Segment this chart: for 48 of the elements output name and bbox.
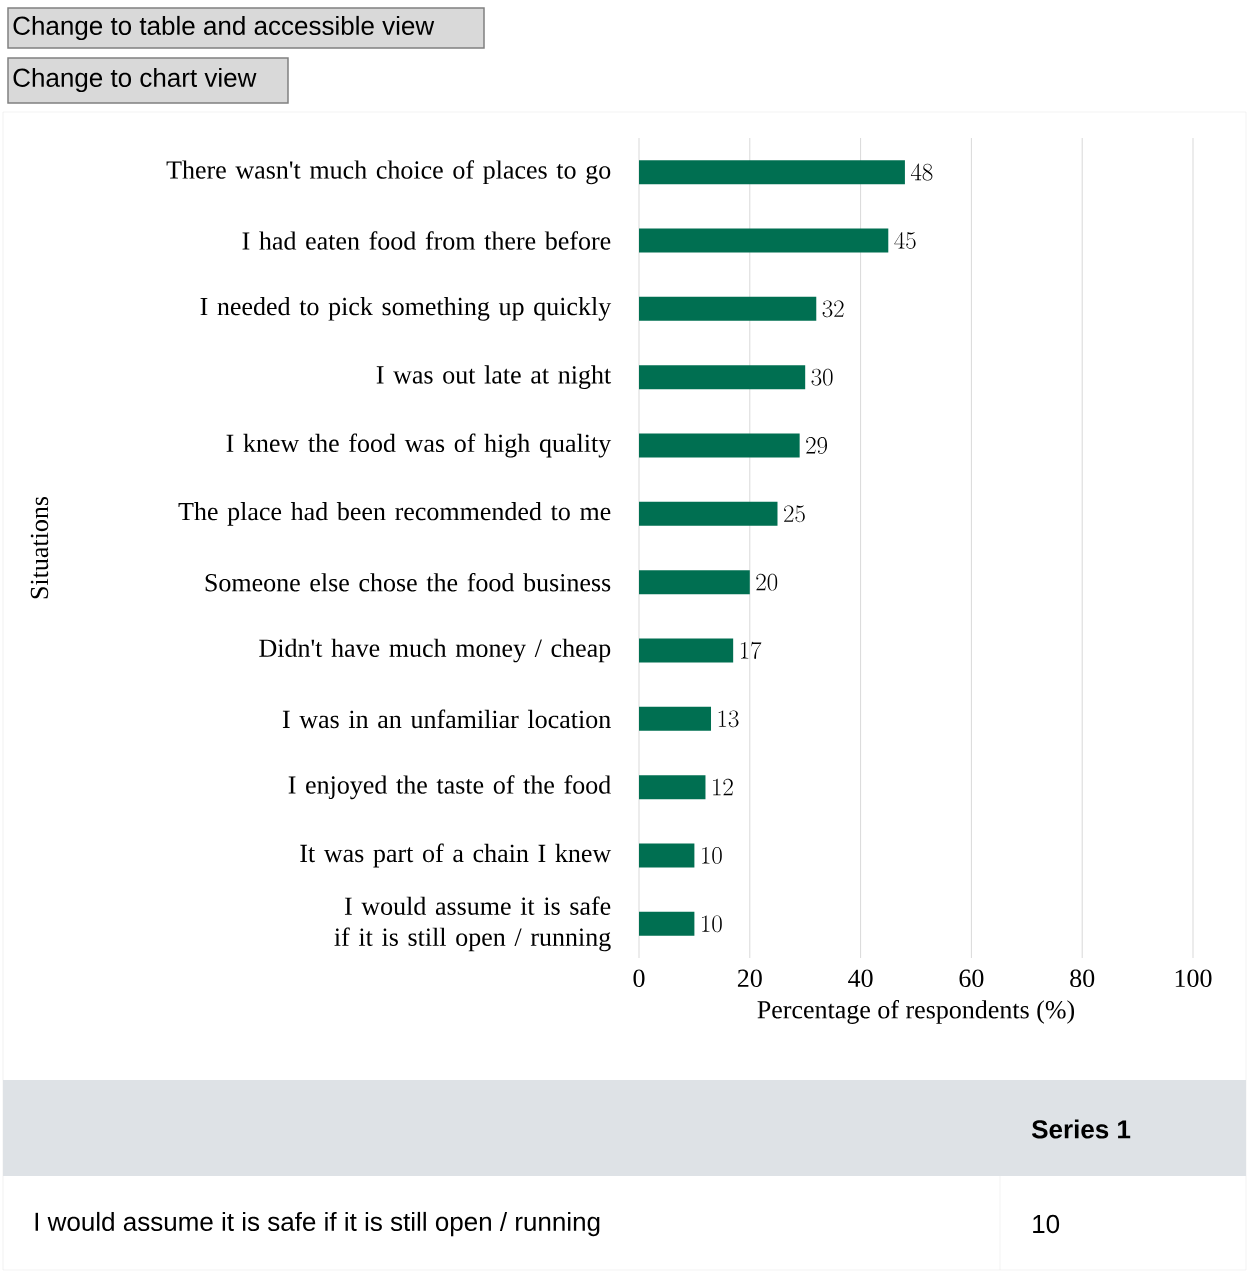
y-tick-label: I needed to pick something up quickly [200,297,612,321]
bar [638,911,695,936]
bar [638,775,706,800]
data-label: 10 [702,915,722,933]
data-label: 10 [702,847,722,864]
data-label: 32 [822,300,844,318]
x-tick-label: 20 [737,969,762,988]
data-label: 12 [713,778,733,796]
x-tick-label: 60 [959,969,984,988]
x-tick-label: 100 [1175,969,1212,988]
text: Series 1 [1031,1119,1131,1139]
x-tick-label: 40 [848,969,873,988]
bar [638,570,750,595]
data-label: 45 [894,231,916,249]
bar [638,843,695,868]
bar [638,638,734,663]
bar [638,296,817,321]
data-label: 25 [784,505,805,523]
x-tick-label: 0 [633,969,645,988]
y-tick-label: The place had been recommended to me [178,502,611,526]
y-tick-label: I had eaten food from there before [242,231,611,250]
y-tick-label: There wasn't much choice of places to go [166,160,611,185]
x-tick-label: 80 [1070,969,1095,988]
data-label: 17 [740,641,762,659]
y-axis-title: Situations [30,496,49,599]
bar [638,365,806,390]
y-tick-label: Didn't have much money / cheap [259,638,611,663]
y-tick-label: It was part of a chain I knew [300,843,612,868]
bar [638,160,905,185]
y-tick-label: I was out late at night [376,365,612,390]
data-label: 29 [806,437,828,454]
data-label: 30 [811,368,833,386]
text: Change to table and accessible view [13,15,435,41]
y-tick-label: I was in an unfamiliar location [282,709,611,729]
text: Change to chart view [13,67,257,93]
y-tick-label: I knew the food was of high quality [226,433,612,458]
bar [638,433,800,458]
y-tick-label: Someone else chose the food business [205,572,611,592]
bar [638,706,712,731]
text: 10 [1033,1214,1060,1234]
bar [638,228,889,253]
data-label: 48 [910,163,933,181]
data-label: 13 [718,710,739,728]
bar [638,501,778,526]
y-tick-label: I would assume it is safe if it is still open / running [334,896,611,952]
x-axis-title: Percentage of respondents (%) [757,999,1075,1024]
data-label: 20 [756,573,778,591]
y-tick-label: I enjoyed the taste of the food [288,775,611,800]
